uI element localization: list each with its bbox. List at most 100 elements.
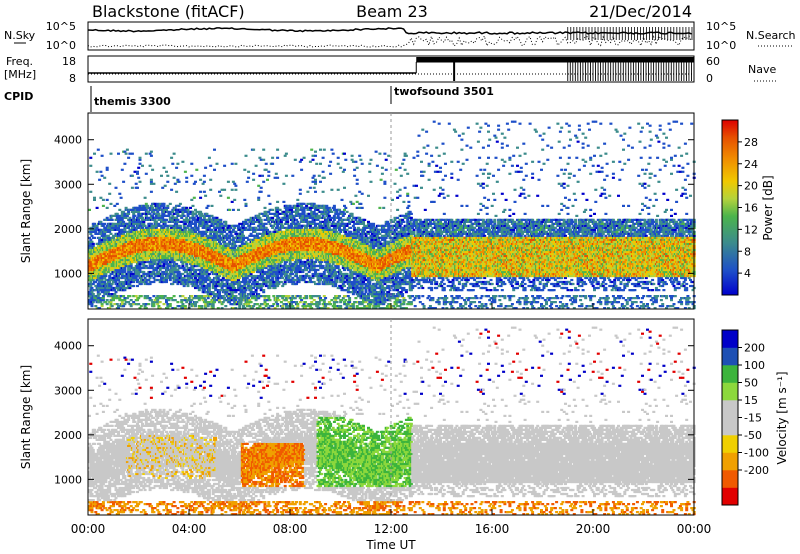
- power-cell: [117, 228, 120, 231]
- power-cell: [223, 164, 227, 167]
- power-cell: [98, 236, 102, 239]
- power-cell: [230, 293, 234, 296]
- power-cell: [123, 214, 127, 217]
- power-cell: [101, 297, 105, 300]
- power-cell: [209, 295, 213, 298]
- power-cell: [123, 270, 127, 274]
- power-cell: [262, 180, 266, 183]
- power-cell: [177, 264, 181, 268]
- power-cell: [180, 220, 184, 223]
- power-cell: [191, 222, 195, 225]
- power-cell: [154, 268, 158, 272]
- power-cell: [234, 307, 238, 310]
- power-cell: [191, 212, 195, 215]
- power-cell: [149, 154, 153, 157]
- power-cell: [264, 226, 268, 229]
- power-cell: [201, 214, 205, 217]
- power-cell: [194, 232, 197, 235]
- power-cell: [244, 204, 248, 207]
- power-cell: [242, 280, 245, 284]
- power-cell: [172, 280, 176, 284]
- power-cell: [176, 220, 180, 223]
- power-cell: [171, 214, 175, 217]
- power-cell: [158, 297, 162, 300]
- power-cell: [123, 303, 127, 306]
- power-cell: [237, 224, 240, 227]
- power-cell: [175, 190, 179, 193]
- power-cell: [100, 303, 104, 306]
- power-cell: [108, 192, 112, 195]
- power-cell: [127, 212, 131, 215]
- power-cell: [177, 204, 181, 207]
- power-cell: [130, 174, 134, 177]
- power-cell: [100, 284, 104, 288]
- power-cell: [171, 258, 175, 262]
- power-cell: [202, 278, 206, 282]
- power-cell: [187, 218, 191, 221]
- power-cell: [202, 190, 206, 193]
- power-cell: [168, 276, 172, 280]
- power-cell: [205, 212, 209, 215]
- power-cell: [173, 270, 177, 274]
- power-cell: [199, 196, 203, 199]
- cpid-label: CPID: [4, 90, 33, 103]
- power-cell: [119, 295, 123, 298]
- power-cell: [264, 284, 268, 288]
- power-cell: [255, 234, 259, 237]
- power-cell: [152, 208, 156, 211]
- power-cell: [197, 272, 201, 276]
- power-cell: [129, 264, 133, 268]
- power-cell: [146, 297, 150, 300]
- power-cell: [101, 299, 105, 302]
- power-cell: [250, 276, 254, 280]
- power-cell: [194, 208, 197, 211]
- power-cell: [163, 220, 167, 223]
- power-cell: [100, 274, 104, 278]
- power-cell: [114, 226, 118, 229]
- power-cell: [96, 284, 100, 288]
- power-cell: [249, 216, 253, 219]
- power-cell: [209, 230, 213, 233]
- power-cell: [181, 303, 185, 306]
- power-cell: [220, 224, 224, 227]
- power-cell: [117, 226, 120, 229]
- power-cell: [247, 176, 251, 179]
- power-cell: [128, 220, 132, 223]
- power-cell: [175, 216, 179, 219]
- power-cell: [181, 280, 185, 284]
- power-cell: [276, 305, 280, 308]
- power-cell: [114, 224, 118, 227]
- power-cell: [117, 284, 120, 288]
- power-cell: [133, 220, 137, 223]
- power-cell: [119, 230, 123, 233]
- power-cell: [118, 224, 122, 227]
- power-cell: [136, 266, 139, 270]
- power-cell: [206, 305, 210, 308]
- power-cell: [234, 295, 238, 298]
- power-cell: [163, 214, 167, 217]
- power-cell: [137, 270, 141, 274]
- power-cell: [215, 230, 219, 233]
- power-cell: [249, 286, 253, 290]
- power-cell: [206, 234, 210, 237]
- power-cell: [249, 289, 253, 292]
- power-cell: [91, 301, 95, 304]
- power-cell: [119, 196, 123, 199]
- power-cell: [189, 224, 192, 227]
- power-cell: [226, 196, 230, 199]
- power-cell: [231, 295, 235, 298]
- power-cell: [276, 297, 280, 300]
- power-cell: [202, 289, 206, 292]
- power-cell: [243, 228, 247, 231]
- power-cell: [238, 276, 242, 280]
- power-cell: [234, 232, 238, 235]
- power-cell: [271, 305, 275, 308]
- power-cell: [248, 234, 252, 237]
- power-cell: [264, 210, 268, 213]
- power-cell: [156, 301, 160, 304]
- power-cell: [162, 212, 166, 215]
- power-cell: [115, 212, 119, 215]
- power-cell: [99, 228, 103, 231]
- freq-label-1: Freq.: [6, 55, 33, 68]
- power-cell: [133, 278, 137, 282]
